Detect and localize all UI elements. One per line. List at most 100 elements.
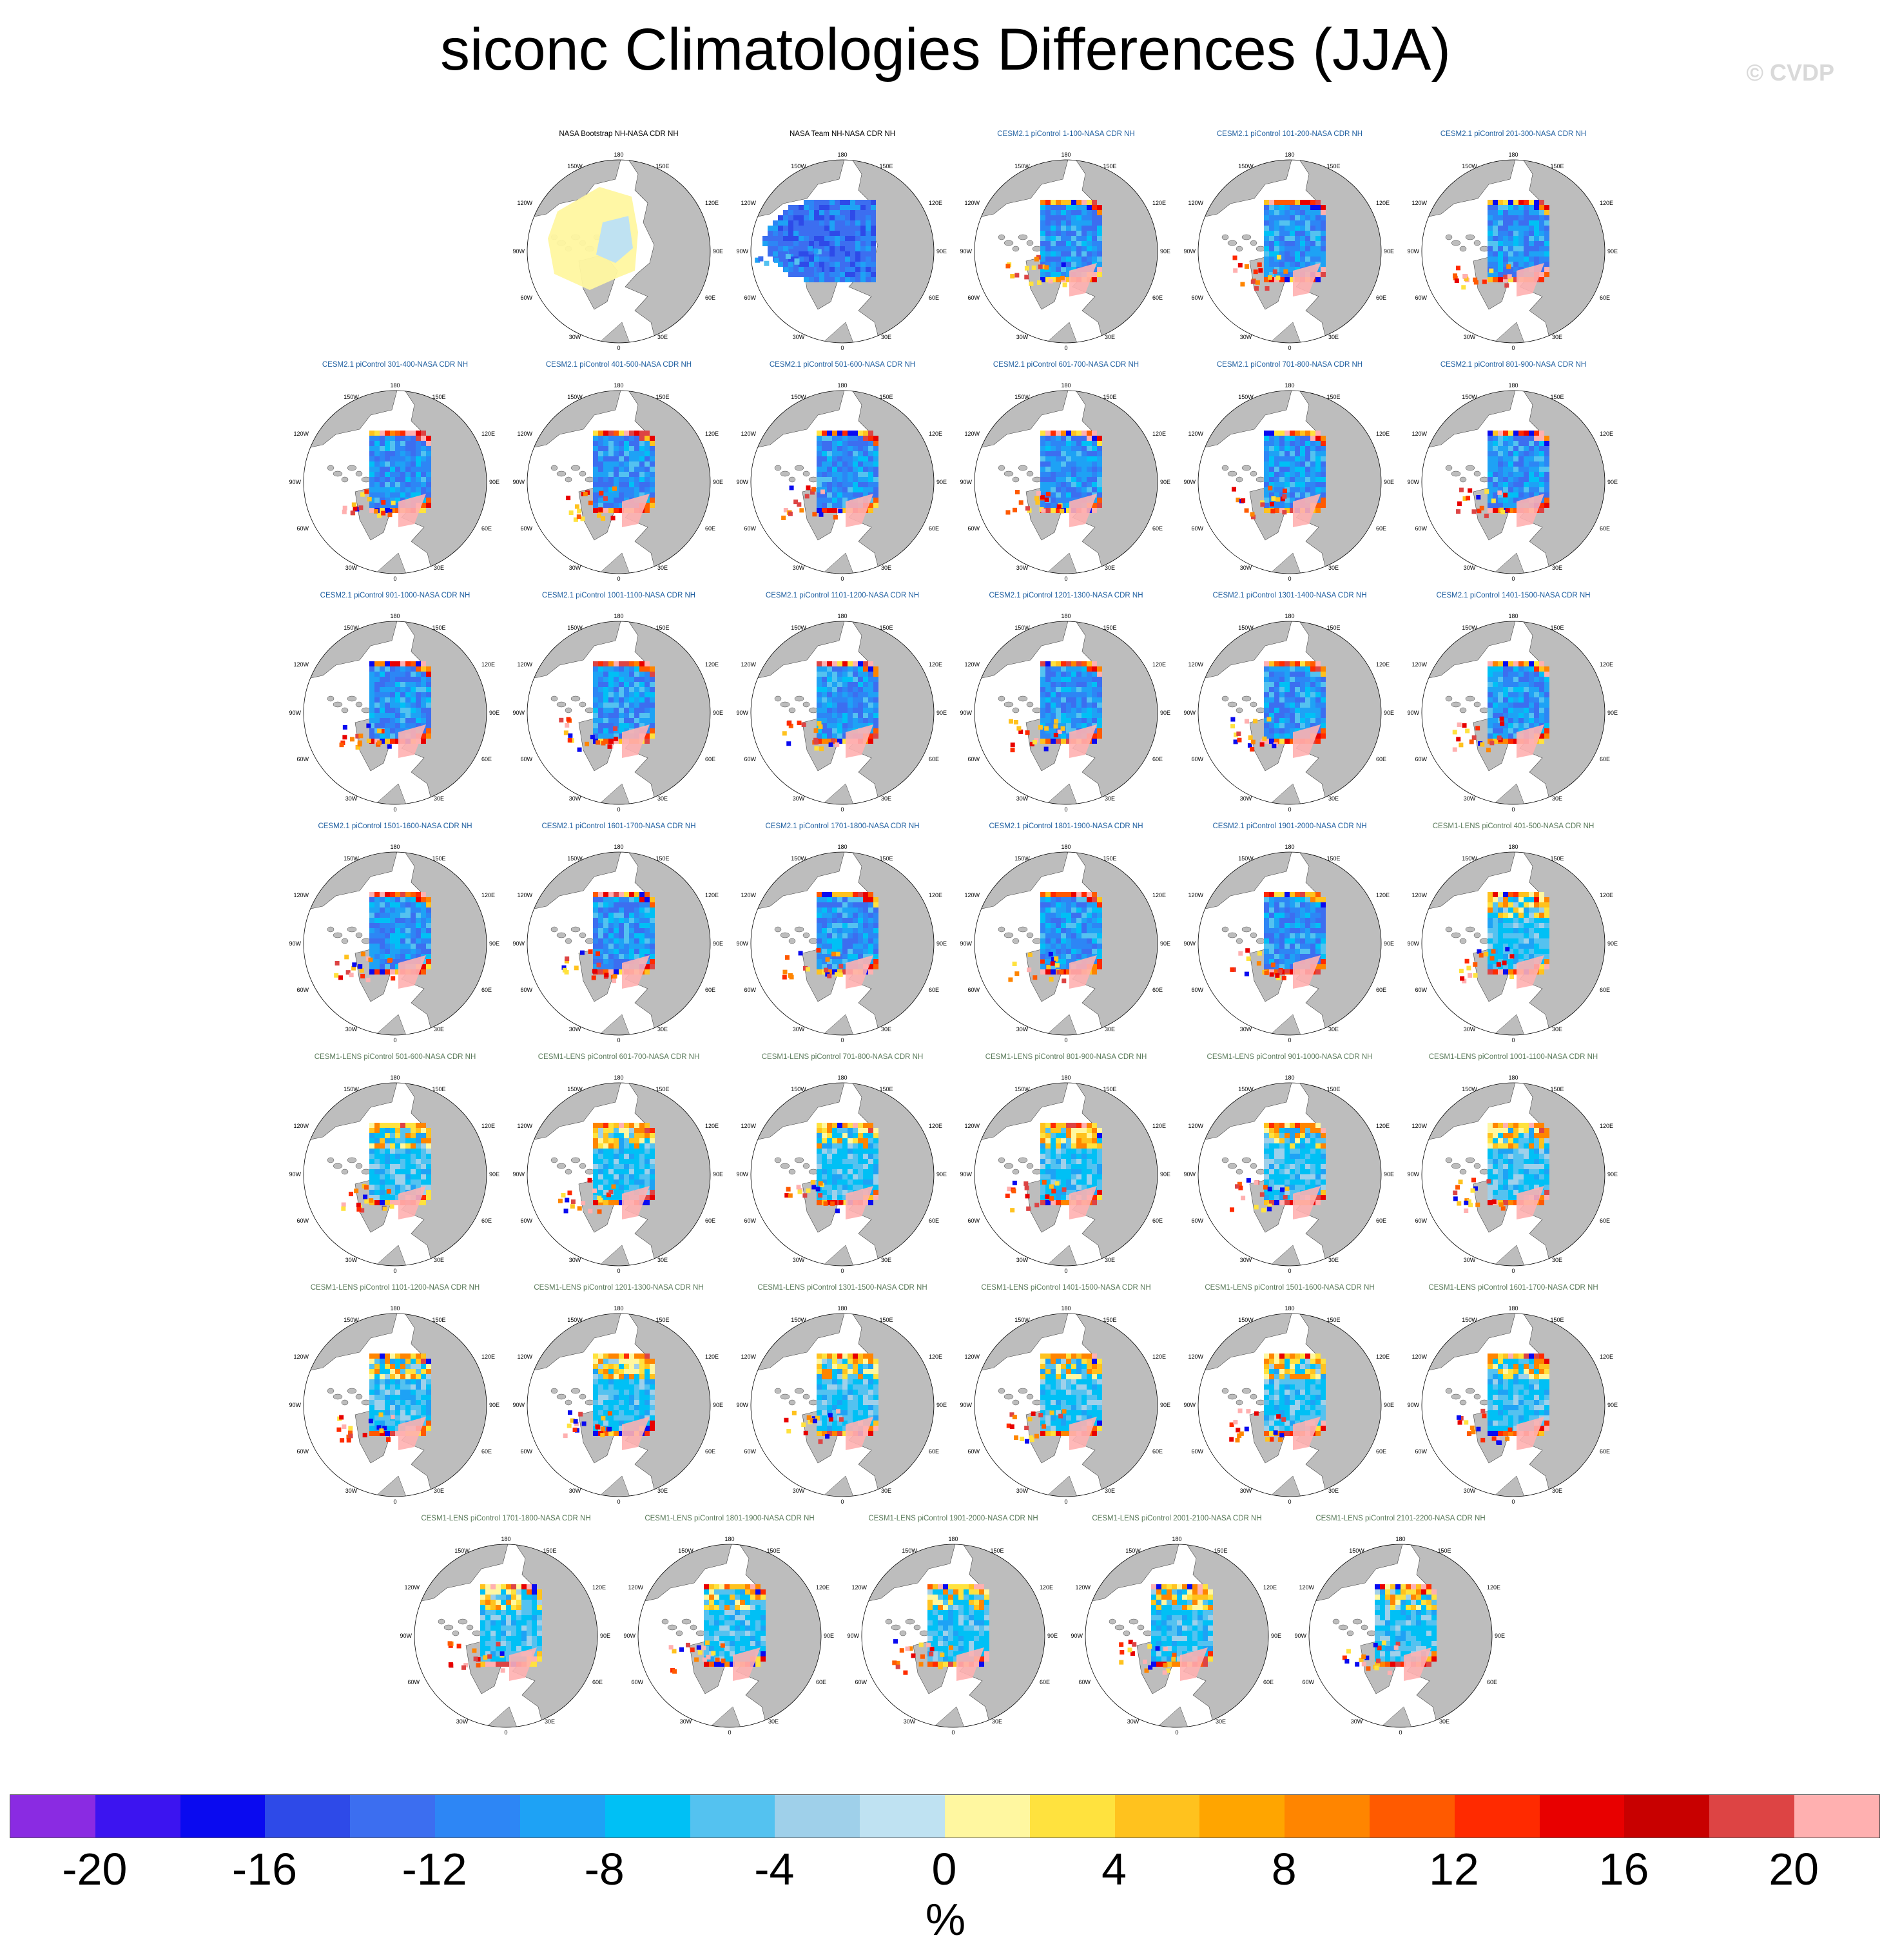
ice-cell	[868, 918, 873, 923]
island	[808, 476, 819, 483]
ice-cell	[1295, 677, 1300, 682]
ice-cell	[426, 964, 431, 969]
ice-cell	[1498, 431, 1503, 436]
ice-cell	[400, 672, 405, 677]
ice-cell	[853, 682, 858, 687]
ice-cell	[822, 892, 827, 897]
ice-cell	[400, 728, 405, 733]
ice-cell	[768, 251, 773, 257]
island	[579, 701, 587, 708]
ice-cell	[1092, 907, 1097, 913]
ice-cell	[1040, 215, 1045, 220]
ice-cell	[1315, 661, 1321, 666]
island	[788, 938, 796, 944]
ice-cell	[1295, 498, 1300, 503]
ice-cell	[1056, 200, 1061, 205]
ice-cell	[868, 928, 873, 933]
ice-cell	[783, 236, 788, 241]
ice-cell	[1264, 682, 1269, 687]
coastal-cell	[799, 508, 804, 513]
ice-cell	[1529, 477, 1534, 482]
ice-cell	[1539, 436, 1544, 441]
ice-cell	[1097, 205, 1102, 210]
coastal-cell	[576, 514, 581, 519]
ice-cell	[645, 487, 650, 492]
island	[1241, 465, 1252, 471]
coastal-cell	[1454, 278, 1459, 284]
coastal-cell	[1258, 268, 1263, 273]
ice-cell	[1056, 733, 1061, 739]
ice-cell	[645, 944, 650, 949]
ice-cell	[1285, 272, 1290, 277]
ice-cell	[1285, 477, 1290, 482]
ice-cell	[827, 461, 832, 467]
ice-cell	[593, 733, 598, 739]
ice-cell	[1269, 272, 1274, 277]
ice-cell	[421, 456, 426, 461]
ice-cell	[593, 928, 598, 933]
ice-cell	[598, 923, 603, 928]
ice-cell	[1081, 954, 1087, 959]
ice-cell	[840, 267, 845, 272]
ice-cell	[380, 959, 385, 964]
ice-cell	[1061, 897, 1066, 902]
ice-cell	[1056, 251, 1061, 257]
ice-cell	[426, 728, 431, 733]
ice-cell	[639, 933, 645, 938]
ice-cell	[1513, 272, 1518, 277]
ice-cell	[1498, 682, 1503, 687]
ice-cell	[619, 508, 624, 513]
ice-cell	[1310, 697, 1315, 703]
ice-cell	[1508, 477, 1513, 482]
ice-cell	[783, 262, 788, 267]
lon-label-ese: 60E	[1152, 295, 1163, 301]
island	[1236, 476, 1243, 483]
ice-cell	[1061, 467, 1066, 472]
lon-label-ene: 120E	[1600, 431, 1613, 437]
map-border	[750, 390, 935, 574]
ice-cell	[426, 897, 431, 902]
ice-cell	[871, 205, 876, 210]
ice-cell	[374, 902, 380, 907]
ice-cell	[1274, 907, 1279, 913]
ice-cell	[824, 205, 829, 210]
ice-cell	[385, 954, 390, 959]
ice-cell	[411, 682, 416, 687]
coastal-cell	[601, 516, 606, 521]
ice-cell	[593, 944, 598, 949]
coastal-cell	[564, 958, 569, 964]
ice-cell	[1518, 231, 1524, 236]
ice-cell	[848, 897, 853, 902]
ice-cell	[629, 913, 634, 918]
ice-cell	[1310, 718, 1315, 723]
map-body	[975, 852, 1158, 1035]
panel-title: CESM2.1 piControl 501-600-NASA CDR NH	[769, 361, 916, 369]
ice-cell	[1081, 200, 1087, 205]
ice-cell	[1274, 431, 1279, 436]
ice-cell	[1051, 456, 1056, 461]
ice-cell	[619, 708, 624, 713]
ice-cell	[1539, 220, 1544, 226]
ice-cell	[416, 892, 421, 897]
ice-cell	[608, 913, 614, 918]
ice-cell	[369, 687, 374, 692]
ice-cell	[1045, 928, 1051, 933]
ice-cell	[1524, 666, 1529, 672]
ice-cell	[1315, 907, 1321, 913]
ice-cell	[1076, 200, 1081, 205]
ice-cell	[1097, 220, 1102, 226]
coastal-cell	[801, 722, 806, 727]
ice-cell	[405, 431, 411, 436]
ice-cell	[1071, 482, 1076, 487]
ice-cell	[873, 477, 878, 482]
ice-cell	[1045, 451, 1051, 456]
ice-cell	[614, 446, 619, 451]
ice-cell	[1493, 672, 1498, 677]
ice-cell	[832, 954, 837, 959]
coastal-cell	[1236, 731, 1241, 736]
ice-cell	[1066, 708, 1071, 713]
ice-cell	[1081, 467, 1087, 472]
coastal-cell	[1486, 748, 1491, 753]
ice-cell	[645, 938, 650, 944]
